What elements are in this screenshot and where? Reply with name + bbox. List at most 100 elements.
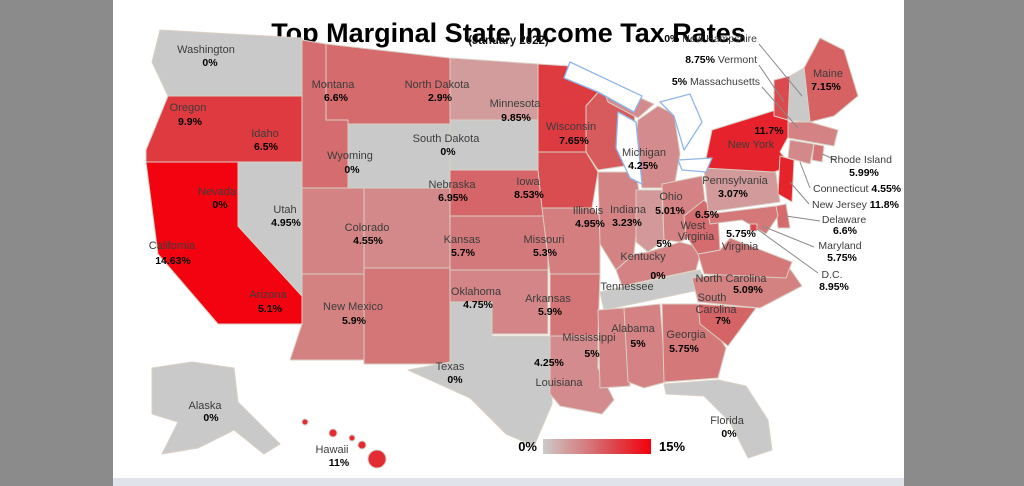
state-maryland xyxy=(707,205,779,235)
state-rate-label-south-dakota: 0% xyxy=(440,146,456,158)
state-rate-label-nebraska: 6.95% xyxy=(438,192,468,204)
state-rate-label-texas: 0% xyxy=(447,374,463,386)
state-name-label-nevada: Nevada xyxy=(198,186,237,198)
state-name-label-new-mexico: New Mexico xyxy=(323,301,383,313)
state-rate-label-arkansas: 5.9% xyxy=(538,306,563,318)
state-name-label-minnesota: Minnesota xyxy=(490,98,542,110)
color-legend: 0% 15% xyxy=(518,439,685,454)
callout-line-rhode-island xyxy=(821,153,837,161)
state-name-label-oklahoma: Oklahoma xyxy=(451,286,502,298)
lake-michigan xyxy=(615,111,643,185)
state-name-label-south-carolina: South xyxy=(698,292,727,304)
state-rate-label-north-carolina: 5.09% xyxy=(733,284,763,296)
state-rate-label-montana: 6.6% xyxy=(324,92,349,104)
state-alaska xyxy=(151,361,281,455)
state-name-label-oregon: Oregon xyxy=(170,102,207,114)
state-name-label-mississippi: Mississippi xyxy=(562,332,615,344)
callout-label-new-jersey: New Jersey 11.8% xyxy=(812,199,900,211)
legend-max-label: 15% xyxy=(659,439,685,454)
state-name-label-maine: Maine xyxy=(813,68,843,80)
callout-rate-d-c-: 8.95% xyxy=(819,281,849,293)
state-rate-label-new-mexico: 5.9% xyxy=(342,315,367,327)
state-name-label-wyoming: Wyoming xyxy=(327,150,373,162)
state-south-dakota xyxy=(449,119,539,171)
state-vermont xyxy=(773,75,791,121)
state-name-label-arizona: Arizona xyxy=(249,289,287,301)
state-hawaii-island-2 xyxy=(328,428,338,438)
state-name-label-montana: Montana xyxy=(312,79,356,91)
callout-label-vermont: 8.75% Vermont xyxy=(685,54,757,66)
state-rate-label-oklahoma: 4.75% xyxy=(463,299,493,311)
state-name-label-alabama: Alabama xyxy=(611,323,655,335)
state-name-label-louisiana: Louisiana xyxy=(535,377,583,389)
state-name-label-west-virginia: West xyxy=(681,220,706,232)
state-rate-label-ohio: 5.01% xyxy=(655,205,685,217)
state-name-label-texas: Texas xyxy=(436,361,465,373)
callout-name-rhode-island: Rhode Island xyxy=(830,154,892,166)
state-mississippi xyxy=(597,307,631,389)
state-name-label-nebraska: Nebraska xyxy=(428,179,476,191)
state-delaware xyxy=(775,203,791,229)
state-name-label-north-carolina: North Carolina xyxy=(696,273,768,285)
state-name-label-ohio: Ohio xyxy=(659,191,682,203)
state-iowa xyxy=(537,151,599,209)
state-maine xyxy=(803,37,859,123)
page-subtitle: (January 2022) xyxy=(468,35,549,47)
state-rate-label-georgia: 5.75% xyxy=(669,343,699,355)
state-rate-label-mississippi: 5% xyxy=(584,348,600,360)
callout-line-new-hampshire xyxy=(758,43,803,97)
lake-superior xyxy=(563,61,643,113)
state-rate-label-minnesota: 9.85% xyxy=(501,112,531,124)
state-name-label-michigan: Michigan xyxy=(622,147,666,159)
state-rate-label-oregon: 9.9% xyxy=(178,116,203,128)
state-name-label-hawaii: Hawaii xyxy=(315,444,348,456)
state-rate-label-indiana: 3.23% xyxy=(612,217,642,229)
state-name-label-wisconsin: Wisconsin xyxy=(546,121,596,133)
state-rate-label-maine: 7.15% xyxy=(811,81,841,93)
callout-rate-delaware: 6.6% xyxy=(833,225,858,237)
state-name-label-west-virginia: Virginia xyxy=(678,231,715,243)
callout-line-maryland xyxy=(761,225,815,248)
state-rate-label-pennsylvania: 3.07% xyxy=(718,188,748,200)
callout-line-delaware xyxy=(785,215,821,222)
state-rate-label-virginia: 5.75% xyxy=(726,228,756,240)
state-rate-label-idaho: 6.5% xyxy=(254,141,279,153)
state-name-label-south-dakota: South Dakota xyxy=(413,133,481,145)
state-rate-label-alabama: 5% xyxy=(630,338,646,350)
callout-name-delaware: Delaware xyxy=(822,214,867,226)
callout-name-maryland: Maryland xyxy=(818,240,861,252)
state-name-label-washington: Washington xyxy=(177,44,235,56)
state-hawaii-island-5 xyxy=(367,449,387,469)
callout-rate-maryland: 5.75% xyxy=(827,252,857,264)
callout-line-massachusetts xyxy=(761,86,799,129)
state-alabama xyxy=(623,303,667,389)
callout-line-new-jersey xyxy=(789,181,810,205)
bottom-strip xyxy=(113,478,904,486)
callout-label-new-hampshire: 0% New Hampshire xyxy=(664,33,757,45)
state-rate-label-colorado: 4.55% xyxy=(353,235,383,247)
state-rate-label-new-york: 11.7% xyxy=(754,125,784,137)
state-name-label-kansas: Kansas xyxy=(444,234,481,246)
state-name-label-indiana: Indiana xyxy=(610,204,647,216)
state-rate-label-iowa: 8.53% xyxy=(514,189,544,201)
state-arkansas xyxy=(549,273,601,337)
state-rate-label-washington: 0% xyxy=(202,57,218,69)
state-connecticut xyxy=(787,139,815,165)
state-name-label-virginia: Virginia xyxy=(722,241,759,253)
state-louisiana xyxy=(549,335,615,415)
state-new-york xyxy=(703,109,795,173)
callout-line-connecticut xyxy=(799,161,811,189)
state-rate-label-north-dakota: 2.9% xyxy=(428,92,453,104)
state-south-carolina xyxy=(697,303,757,347)
state-florida xyxy=(663,379,773,459)
legend-min-label: 0% xyxy=(518,439,537,454)
state-d-c- xyxy=(749,223,758,232)
state-new-mexico xyxy=(363,267,451,365)
page-title: Top Marginal State Income Tax Rates xyxy=(271,18,746,49)
lake-huron xyxy=(659,93,703,151)
state-name-label-illinois: Illinois xyxy=(573,205,604,217)
state-rate-label-south-carolina: 7% xyxy=(715,315,731,327)
state-name-label-alaska: Alaska xyxy=(188,400,222,412)
